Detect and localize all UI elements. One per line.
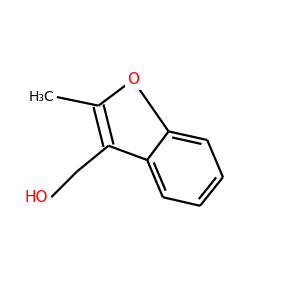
Text: HO: HO (25, 190, 48, 205)
Text: O: O (127, 72, 139, 87)
Text: H₃C: H₃C (28, 90, 54, 104)
